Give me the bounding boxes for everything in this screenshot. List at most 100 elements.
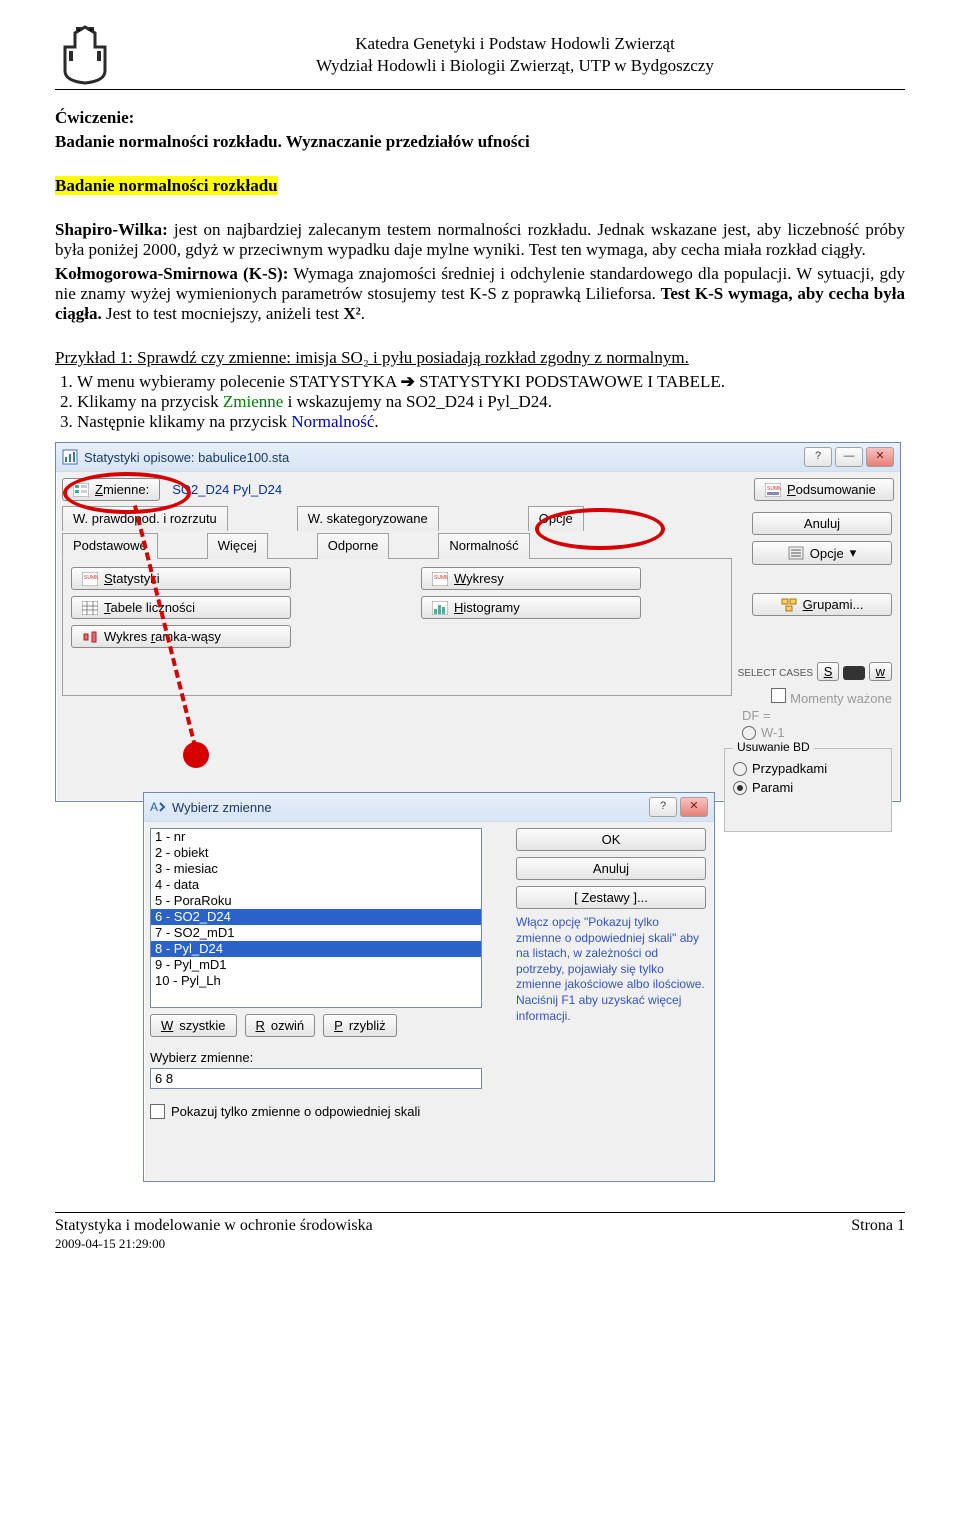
- footer-left: Statystyka i modelowanie w ochronie środ…: [55, 1217, 373, 1234]
- header-line1: Katedra Genetyki i Podstaw Hodowli Zwier…: [125, 33, 905, 55]
- plots-icon: SUMM: [432, 572, 448, 586]
- cancel-button[interactable]: Anuluj: [752, 512, 892, 535]
- weight-icon[interactable]: [843, 666, 865, 680]
- df-label: DF =: [742, 708, 771, 723]
- select-cases-label: SELECT CASES: [738, 668, 813, 679]
- weight-w-button[interactable]: w: [869, 662, 892, 681]
- list-item[interactable]: 4 - data: [151, 877, 481, 893]
- select-vars-label: Wybierz zmienne:: [150, 1050, 253, 1065]
- box-icon: [82, 630, 98, 644]
- header-line2: Wydział Hodowli i Biologii Zwierząt, UTP…: [125, 55, 905, 77]
- select-vars-icon: A: [150, 799, 166, 815]
- radio-pairwise[interactable]: Parami: [733, 778, 883, 797]
- annotation-red-dot: [183, 742, 209, 768]
- ks-rest-b: Jest to test mocniejszy, aniżeli test: [102, 304, 344, 323]
- step1-a: W menu wybieramy polecenie STATYSTYKA: [77, 372, 401, 391]
- df-w1: W-1: [761, 725, 785, 740]
- step-2: Klikamy na przycisk Zmienne i wskazujemy…: [77, 392, 905, 412]
- titlebar[interactable]: Statystyki opisowe: babulice100.sta ? — …: [56, 443, 900, 472]
- shapiro-rest: jest on najbardziej zalecanym testem nor…: [55, 220, 905, 259]
- list-item[interactable]: 8 - Pyl_D24: [151, 941, 481, 957]
- list-item[interactable]: 10 - Pyl_Lh: [151, 973, 481, 989]
- titlebar-select[interactable]: A Wybierz zmienne ? ✕: [144, 793, 714, 822]
- step-3: Następnie klikamy na przycisk Normalność…: [77, 412, 905, 432]
- radio-casewise[interactable]: Przypadkami: [733, 759, 883, 778]
- footer-timestamp: 2009-04-15 21:29:00: [55, 1236, 165, 1251]
- groups-icon: [781, 598, 797, 612]
- svg-text:SUMM: SUMM: [767, 486, 781, 492]
- scale-only-label: Pokazuj tylko zmienne o odpowiedniej ska…: [171, 1104, 420, 1119]
- list-item[interactable]: 6 - SO2_D24: [151, 909, 481, 925]
- section-highlight: Badanie normalności rozkładu: [55, 176, 278, 195]
- select-help-button[interactable]: ?: [649, 797, 677, 817]
- by-groups-button[interactable]: Grupami...: [752, 593, 892, 616]
- summary-button[interactable]: SUMM Podsumowanie: [754, 478, 894, 501]
- list-item[interactable]: 2 - obiekt: [151, 845, 481, 861]
- example1-title: Przykład 1: Sprawdź czy zmienne: imisja …: [55, 348, 905, 368]
- page-header: Katedra Genetyki i Podstaw Hodowli Zwier…: [55, 25, 905, 90]
- radio-pairwise-label: Parami: [752, 780, 793, 795]
- tab-categorized[interactable]: W. skategoryzowane: [297, 506, 439, 531]
- tab-robust[interactable]: Odporne: [317, 533, 390, 559]
- arrow-icon: ➔: [401, 372, 415, 391]
- list-item[interactable]: 3 - miesiac: [151, 861, 481, 877]
- variable-listbox[interactable]: 1 - nr2 - obiekt3 - miesiac4 - data5 - P…: [150, 828, 482, 1008]
- university-logo-icon: [55, 25, 115, 85]
- freq-tables-button[interactable]: Tabele liczności: [71, 596, 291, 619]
- selected-vars-input[interactable]: 6 8: [150, 1068, 482, 1089]
- options-icon: [788, 546, 804, 560]
- list-item[interactable]: 7 - SO2_mD1: [151, 925, 481, 941]
- spread-button[interactable]: Rozwiń: [245, 1014, 316, 1037]
- select-cases-s-button[interactable]: S: [817, 662, 840, 681]
- close-button[interactable]: ✕: [866, 447, 894, 467]
- list-item[interactable]: 1 - nr: [151, 829, 481, 845]
- select-window-title: Wybierz zmienne: [172, 800, 649, 815]
- select-cancel-button[interactable]: Anuluj: [516, 857, 706, 880]
- help-button[interactable]: ?: [804, 447, 832, 467]
- weighted-moments-checkbox: [771, 688, 786, 703]
- stats-icon: SUMM: [82, 572, 98, 586]
- step3-link: Normalność: [291, 412, 374, 431]
- statistics-button[interactable]: SUMM Statystyki: [71, 567, 291, 590]
- list-item[interactable]: 5 - PoraRoku: [151, 893, 481, 909]
- plots-button[interactable]: SUMM Wykresy: [421, 567, 641, 590]
- boxwhisker-button[interactable]: Wykres ramka-wąsy: [71, 625, 291, 648]
- list-item[interactable]: 9 - Pyl_mD1: [151, 957, 481, 973]
- ok-button[interactable]: OK: [516, 828, 706, 851]
- tab-more[interactable]: Więcej: [207, 533, 268, 559]
- step2-b: i wskazujemy na SO2_D24 i Pyl_D24.: [283, 392, 552, 411]
- paragraph-ks: Kołmogorowa-Smirnowa (K-S): Wymaga znajo…: [55, 264, 905, 324]
- summary-icon: SUMM: [765, 483, 781, 497]
- footer-page: Strona 1: [851, 1217, 905, 1253]
- radio-casewise-label: Przypadkami: [752, 761, 827, 776]
- select-all-button[interactable]: Wszystkie: [150, 1014, 237, 1037]
- bundles-button[interactable]: [ Zestawy ]...: [516, 886, 706, 909]
- histogram-icon: [432, 601, 448, 615]
- hint-text: Włącz opcję "Pokazuj tylko zmienne o odp…: [516, 915, 706, 1024]
- weighted-moments-label: Momenty ważone: [790, 691, 892, 706]
- scale-only-checkbox[interactable]: [150, 1104, 165, 1119]
- ks-lead: Kołmogorowa-Smirnowa (K-S):: [55, 264, 288, 283]
- window-title: Statystyki opisowe: babulice100.sta: [84, 450, 804, 465]
- minimize-button[interactable]: —: [835, 447, 863, 467]
- step2-a: Klikamy na przycisk: [77, 392, 223, 411]
- step2-link: Zmienne: [223, 392, 283, 411]
- histograms-button[interactable]: Histogramy: [421, 596, 641, 619]
- svg-text:A: A: [150, 800, 158, 814]
- period: .: [361, 304, 365, 323]
- step3-b: .: [374, 412, 378, 431]
- paragraph-shapiro: Shapiro-Wilka: jest on najbardziej zalec…: [55, 220, 905, 260]
- x-squared: X²: [343, 304, 360, 323]
- options-button[interactable]: Opcje ▾: [752, 541, 892, 565]
- tab-normality[interactable]: Normalność: [438, 533, 529, 559]
- zoom-button[interactable]: Przybliż: [323, 1014, 397, 1037]
- exercise-title: Badanie normalności rozkładu. Wyznaczani…: [55, 132, 905, 152]
- exercise-label: Ćwiczenie:: [55, 108, 905, 128]
- shapiro-lead: Shapiro-Wilka:: [55, 220, 168, 239]
- select-close-button[interactable]: ✕: [680, 797, 708, 817]
- options-label: Opcje: [810, 546, 844, 561]
- table-icon: [82, 601, 98, 615]
- select-variables-window: A Wybierz zmienne ? ✕ 1 - nr2 - obiekt3 …: [143, 792, 715, 1182]
- md-deletion-title: Usuwanie BD: [733, 740, 814, 754]
- step3-a: Następnie klikamy na przycisk: [77, 412, 291, 431]
